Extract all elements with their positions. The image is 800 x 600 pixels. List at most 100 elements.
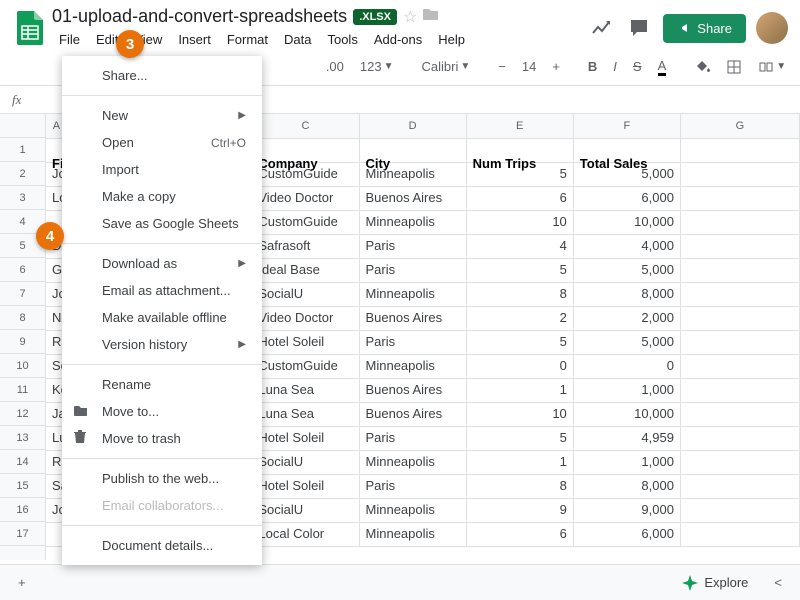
cell[interactable]: 8 bbox=[467, 475, 574, 498]
cell[interactable] bbox=[681, 235, 800, 258]
trend-icon[interactable] bbox=[587, 14, 615, 42]
cell[interactable]: 0 bbox=[574, 355, 681, 378]
explore-button[interactable]: Explore bbox=[674, 571, 756, 595]
font-size-down[interactable]: − bbox=[492, 55, 512, 78]
cell[interactable]: Paris bbox=[360, 331, 467, 354]
cell[interactable]: 1,000 bbox=[574, 451, 681, 474]
corner-cell[interactable] bbox=[0, 114, 45, 138]
file-menu-import[interactable]: Import bbox=[62, 156, 262, 183]
cell[interactable]: 6,000 bbox=[574, 523, 681, 546]
strike-icon[interactable]: S bbox=[627, 55, 648, 78]
file-menu-open[interactable]: OpenCtrl+O bbox=[62, 129, 262, 156]
cell[interactable]: Local Color bbox=[252, 523, 359, 546]
cell[interactable]: Minneapolis bbox=[360, 451, 467, 474]
row-header-16[interactable]: 16 bbox=[0, 498, 45, 522]
file-menu-rename[interactable]: Rename bbox=[62, 371, 262, 398]
merge-icon[interactable]: ▼ bbox=[752, 55, 792, 79]
file-menu-make-available-offline[interactable]: Make available offline bbox=[62, 304, 262, 331]
text-color-icon[interactable]: A bbox=[652, 54, 673, 80]
cell[interactable] bbox=[681, 163, 800, 186]
cell[interactable] bbox=[681, 355, 800, 378]
cell[interactable] bbox=[681, 499, 800, 522]
row-header-2[interactable]: 2 bbox=[0, 162, 45, 186]
row-header-17[interactable]: 17 bbox=[0, 522, 45, 546]
cell[interactable]: 10 bbox=[467, 403, 574, 426]
cell[interactable]: 1 bbox=[467, 379, 574, 402]
file-menu-version-history[interactable]: Version history▶ bbox=[62, 331, 262, 358]
file-menu-move-to-[interactable]: Move to... bbox=[62, 398, 262, 425]
cell[interactable]: Buenos Aires bbox=[360, 187, 467, 210]
cell[interactable] bbox=[681, 475, 800, 498]
avatar[interactable] bbox=[756, 12, 788, 44]
file-menu-share-[interactable]: Share... bbox=[62, 62, 262, 89]
file-menu-new[interactable]: New▶ bbox=[62, 102, 262, 129]
cell[interactable]: Luna Sea bbox=[252, 403, 359, 426]
cell[interactable]: SocialU bbox=[252, 451, 359, 474]
row-header-3[interactable]: 3 bbox=[0, 186, 45, 210]
cell[interactable]: 5 bbox=[467, 331, 574, 354]
row-header-11[interactable]: 11 bbox=[0, 378, 45, 402]
sheets-logo-icon[interactable] bbox=[12, 10, 48, 46]
cell[interactable]: 2 bbox=[467, 307, 574, 330]
cell[interactable]: SocialU bbox=[252, 283, 359, 306]
menu-data[interactable]: Data bbox=[277, 29, 318, 50]
font-size-up[interactable]: + bbox=[546, 55, 566, 78]
cell[interactable]: CustomGuide bbox=[252, 211, 359, 234]
cell[interactable]: 4 bbox=[467, 235, 574, 258]
file-menu-publish-to-the-web-[interactable]: Publish to the web... bbox=[62, 465, 262, 492]
cell[interactable]: Minneapolis bbox=[360, 163, 467, 186]
file-menu-document-details-[interactable]: Document details... bbox=[62, 532, 262, 559]
bold-icon[interactable]: B bbox=[582, 55, 603, 78]
menu-tools[interactable]: Tools bbox=[320, 29, 364, 50]
cell[interactable]: Minneapolis bbox=[360, 211, 467, 234]
cell[interactable]: Paris bbox=[360, 259, 467, 282]
file-menu-save-as-google-sheets[interactable]: Save as Google Sheets bbox=[62, 210, 262, 237]
cell[interactable] bbox=[681, 283, 800, 306]
cell[interactable]: 8,000 bbox=[574, 283, 681, 306]
cell[interactable]: 1 bbox=[467, 451, 574, 474]
folder-icon[interactable] bbox=[423, 7, 439, 26]
format-more[interactable]: 123▼ bbox=[354, 55, 400, 78]
cell[interactable]: 6 bbox=[467, 523, 574, 546]
file-menu-make-a-copy[interactable]: Make a copy bbox=[62, 183, 262, 210]
cell[interactable]: Paris bbox=[360, 475, 467, 498]
cell[interactable] bbox=[681, 259, 800, 282]
menu-add-ons[interactable]: Add-ons bbox=[367, 29, 429, 50]
row-header-13[interactable]: 13 bbox=[0, 426, 45, 450]
cell[interactable]: 5,000 bbox=[574, 163, 681, 186]
row-header-14[interactable]: 14 bbox=[0, 450, 45, 474]
cell[interactable] bbox=[681, 331, 800, 354]
cell[interactable]: 5,000 bbox=[574, 259, 681, 282]
cell[interactable]: 10,000 bbox=[574, 403, 681, 426]
cell[interactable]: 9 bbox=[467, 499, 574, 522]
cell[interactable]: Safrasoft bbox=[252, 235, 359, 258]
cell[interactable]: Hotel Soleil bbox=[252, 475, 359, 498]
cell[interactable]: Minneapolis bbox=[360, 499, 467, 522]
row-header-8[interactable]: 8 bbox=[0, 306, 45, 330]
cell[interactable] bbox=[681, 427, 800, 450]
col-header-G[interactable]: G bbox=[681, 114, 800, 138]
cell[interactable]: CustomGuide bbox=[252, 163, 359, 186]
cell[interactable] bbox=[681, 523, 800, 546]
row-header-1[interactable]: 1 bbox=[0, 138, 45, 162]
cell[interactable]: Video Doctor bbox=[252, 307, 359, 330]
cell[interactable]: Paris bbox=[360, 235, 467, 258]
share-button[interactable]: Share bbox=[663, 14, 746, 43]
cell[interactable]: Minneapolis bbox=[360, 283, 467, 306]
font-size[interactable]: 14 bbox=[516, 55, 542, 78]
cell[interactable]: 8 bbox=[467, 283, 574, 306]
row-header-15[interactable]: 15 bbox=[0, 474, 45, 498]
cell[interactable]: 1,000 bbox=[574, 379, 681, 402]
cell[interactable]: 9,000 bbox=[574, 499, 681, 522]
cell[interactable] bbox=[681, 451, 800, 474]
file-menu-move-to-trash[interactable]: Move to trash bbox=[62, 425, 262, 452]
cell[interactable]: 6 bbox=[467, 187, 574, 210]
cell[interactable] bbox=[681, 307, 800, 330]
collapse-icon[interactable]: < bbox=[768, 571, 788, 594]
cell[interactable] bbox=[681, 211, 800, 234]
row-header-7[interactable]: 7 bbox=[0, 282, 45, 306]
row-header-12[interactable]: 12 bbox=[0, 402, 45, 426]
cell[interactable]: SocialU bbox=[252, 499, 359, 522]
row-header-10[interactable]: 10 bbox=[0, 354, 45, 378]
menu-help[interactable]: Help bbox=[431, 29, 472, 50]
